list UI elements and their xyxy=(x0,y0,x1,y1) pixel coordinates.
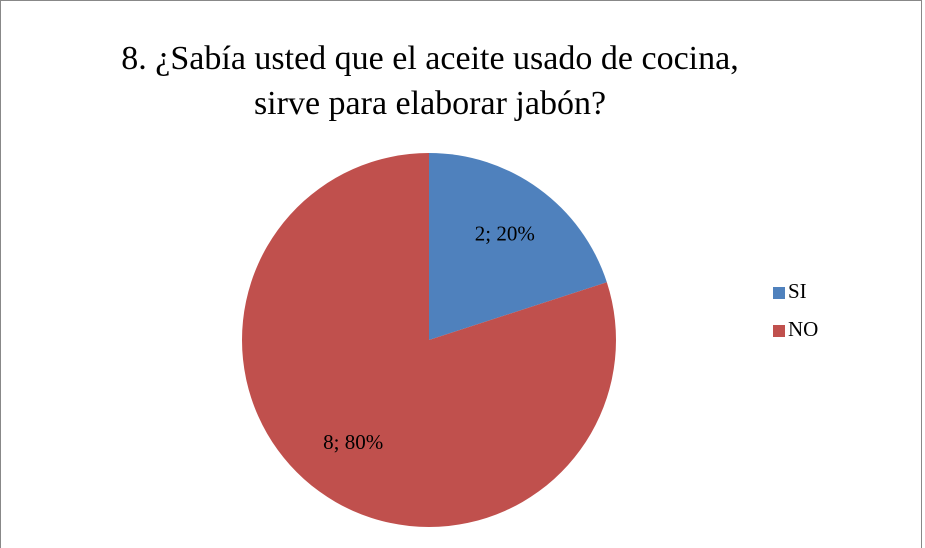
legend-label: NO xyxy=(788,317,818,341)
data-label: 8; 80% xyxy=(323,430,383,454)
chart-title: 8. ¿Sabía usted que el aceite usado de c… xyxy=(121,40,739,122)
pie-slice xyxy=(429,153,607,340)
data-label: 2; 20% xyxy=(475,221,535,245)
pie-slice xyxy=(242,153,617,527)
legend-label: SI xyxy=(788,279,807,303)
legend-swatch xyxy=(773,325,785,337)
legend-swatch xyxy=(773,287,785,299)
